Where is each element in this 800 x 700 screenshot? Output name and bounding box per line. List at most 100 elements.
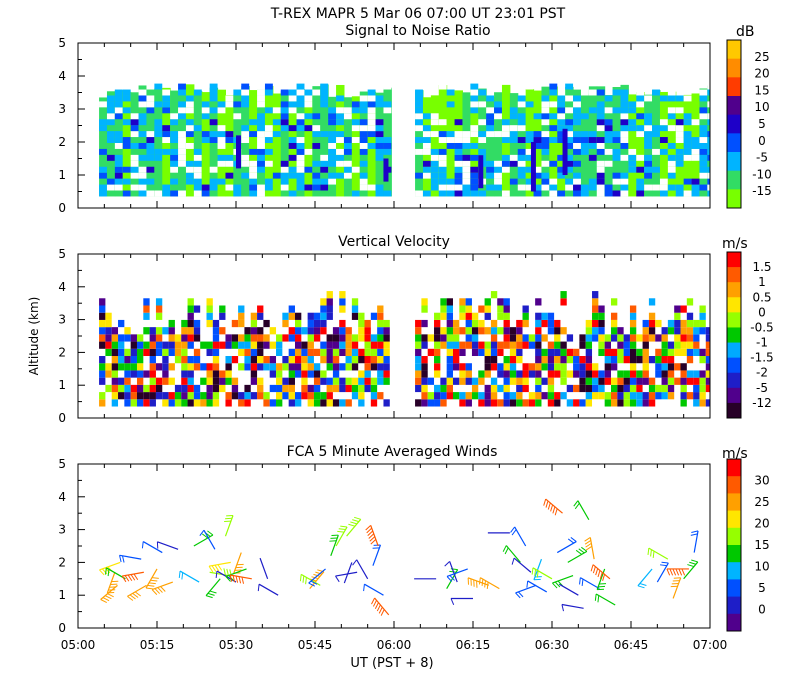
wind-barb-staff xyxy=(127,584,147,597)
wind-barb xyxy=(352,559,369,580)
snr-cell xyxy=(359,131,368,138)
velocity-cell xyxy=(465,370,472,378)
snr-cell xyxy=(217,131,226,138)
velocity-cell xyxy=(118,384,125,393)
snr-cell xyxy=(146,154,155,161)
snr-cell xyxy=(549,137,558,143)
velocity-cell xyxy=(168,348,175,357)
velocity-cell xyxy=(434,384,441,393)
snr-cell xyxy=(122,142,131,149)
colorbar-swatch xyxy=(727,387,741,404)
velocity-cell xyxy=(149,384,156,393)
snr-cell xyxy=(446,131,455,138)
velocity-cell xyxy=(377,370,384,378)
snr-cell xyxy=(241,101,250,108)
snr-cell xyxy=(675,148,684,155)
snr-cell xyxy=(517,184,526,191)
snr-cell xyxy=(328,154,337,161)
velocity-cell xyxy=(111,356,119,364)
velocity-cell xyxy=(124,392,131,400)
velocity-cell xyxy=(446,370,453,378)
velocity-cell xyxy=(219,377,226,385)
snr-cell xyxy=(375,131,384,138)
velocity-cell xyxy=(421,384,428,393)
velocity-cell xyxy=(358,348,365,357)
velocity-cell xyxy=(332,399,340,407)
velocity-cell xyxy=(617,327,624,335)
velocity-cell xyxy=(364,348,371,357)
colorbar-swatch xyxy=(727,58,741,78)
velocity-cell xyxy=(174,392,182,400)
snr-cell xyxy=(644,125,653,132)
velocity-cell xyxy=(661,348,668,357)
velocity-cell xyxy=(629,348,637,357)
velocity-cell xyxy=(541,319,548,328)
snr-cell xyxy=(114,101,123,108)
velocity-cell xyxy=(269,356,277,364)
snr-cell xyxy=(257,160,265,167)
snr-cell xyxy=(580,190,589,197)
snr-cell xyxy=(106,113,115,120)
velocity-cell xyxy=(257,312,264,320)
velocity-cell xyxy=(212,319,220,328)
velocity-cell xyxy=(244,348,251,357)
velocity-cell xyxy=(149,363,156,371)
velocity-cell xyxy=(484,392,491,400)
wind-barb-staff xyxy=(343,562,353,584)
velocity-cell xyxy=(535,356,542,364)
wind-barb-flag xyxy=(150,579,158,582)
velocity-cell xyxy=(282,334,289,342)
snr-cell xyxy=(288,125,297,132)
snr-cell xyxy=(565,119,574,126)
wind-barb-flag xyxy=(681,568,686,576)
wind-barb-flag xyxy=(543,498,547,506)
velocity-cell xyxy=(155,312,163,320)
snr-cell xyxy=(201,101,210,108)
velocity-cell xyxy=(642,370,649,378)
velocity-cell xyxy=(244,392,251,400)
snr-cell xyxy=(249,119,258,126)
snr-cell xyxy=(304,184,313,191)
velocity-cell xyxy=(212,363,220,371)
snr-cell xyxy=(383,137,392,143)
wind-barb xyxy=(308,568,326,587)
snr-cell xyxy=(573,119,581,126)
velocity-cell xyxy=(610,327,618,335)
velocity-cell xyxy=(238,363,245,371)
snr-cell xyxy=(486,119,495,126)
velocity-cell xyxy=(307,392,314,400)
velocity-cell xyxy=(168,341,175,349)
wind-barb-staff xyxy=(99,561,121,571)
velocity-cell xyxy=(642,348,649,357)
snr-cell xyxy=(501,131,510,138)
velocity-cell xyxy=(535,377,542,385)
velocity-cell xyxy=(250,370,258,378)
snr-cell xyxy=(178,89,186,96)
velocity-cell xyxy=(193,305,201,313)
snr-cell xyxy=(138,154,147,161)
velocity-cell xyxy=(516,392,523,400)
velocity-cell xyxy=(522,312,529,320)
velocity-cell xyxy=(99,363,106,371)
velocity-cell xyxy=(111,399,119,407)
velocity-cell xyxy=(610,319,618,328)
snr-cell xyxy=(454,178,463,185)
snr-cell xyxy=(280,89,289,96)
snr-cell xyxy=(233,113,242,120)
snr-cell xyxy=(336,148,344,155)
velocity-cell xyxy=(111,327,119,335)
snr-cell xyxy=(707,166,710,173)
velocity-cell xyxy=(516,384,523,393)
snr-cell xyxy=(178,190,186,197)
wind-barb-flag xyxy=(592,566,596,574)
wind-barb-flag xyxy=(315,571,323,575)
snr-cell xyxy=(573,131,581,138)
velocity-cell xyxy=(370,341,378,349)
velocity-cell xyxy=(155,392,163,400)
snr-cell xyxy=(130,113,139,120)
wind-barb-staff xyxy=(364,583,384,596)
snr-cell xyxy=(659,178,668,185)
colorbar-label: 30 xyxy=(754,474,769,488)
wind-barb-flag xyxy=(449,570,457,573)
velocity-cell xyxy=(446,363,453,371)
